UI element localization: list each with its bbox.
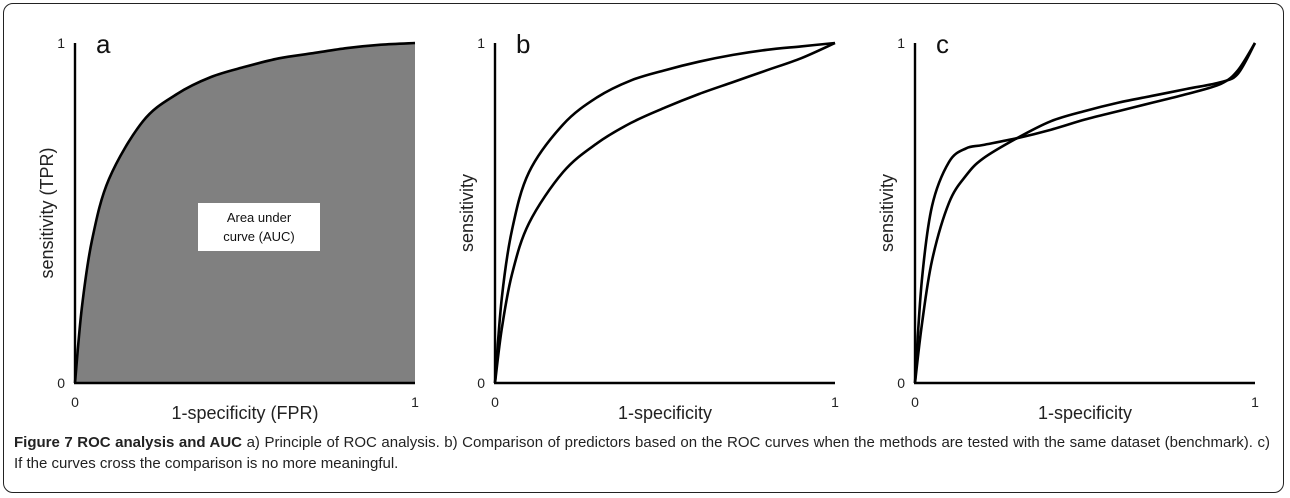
panel-a-x-axis-label: 1-specificity (FPR) bbox=[171, 403, 318, 423]
panel-a-y-axis-label: sensitivity (TPR) bbox=[37, 147, 57, 278]
panel-b-y-tick-label: 1 bbox=[477, 35, 485, 51]
panel-b-y-axis-label: sensitivity bbox=[457, 174, 477, 252]
panel-a-annotation-text: Area under bbox=[227, 210, 292, 225]
panel-c-y-tick-label: 0 bbox=[897, 375, 905, 391]
roc-chart-a: 0 1 0 1 1-specificity (FPR) sensitivity (TPR)… bbox=[37, 35, 419, 423]
panel-c-x-tick-label: 1 bbox=[1251, 394, 1259, 410]
panel-c-roc-curve-2 bbox=[913, 42, 1257, 384]
panel-a-x-tick-label: 0 bbox=[71, 394, 79, 410]
panel-b-x-tick-label: 1 bbox=[831, 394, 839, 410]
roc-chart-b: 0 1 0 1 1-specificity sensitivity bbox=[457, 35, 839, 423]
figure-caption: Figure 7 ROC analysis and AUC a) Princip… bbox=[14, 432, 1270, 474]
panel-a: a 0 1 0 1 1-specificity (FPR) sensitivity (TP… bbox=[18, 28, 438, 428]
panel-b: b 0 1 0 1 1-specificity sensitivity bbox=[438, 28, 858, 428]
panel-b-roc-curve-2 bbox=[493, 41, 836, 384]
panel-b-letter: b bbox=[516, 29, 531, 59]
panel-b-x-axis-label: 1-specificity bbox=[618, 403, 712, 423]
panel-c-x-tick-label: 0 bbox=[911, 394, 919, 410]
panel-a-y-tick-label: 0 bbox=[57, 375, 65, 391]
panel-b-x-tick-label: 0 bbox=[491, 394, 499, 410]
panel-a-letter: a bbox=[96, 29, 111, 59]
roc-chart-c: 0 1 0 1 1-specificity sensitivity bbox=[877, 35, 1259, 423]
figure-caption-text: a) Principle of ROC analysis. b) Compari… bbox=[14, 434, 1271, 472]
panel-a-x-tick-label: 1 bbox=[411, 394, 419, 410]
panel-c-y-tick-label: 1 bbox=[897, 35, 905, 51]
panel-b-roc-curve-1 bbox=[493, 41, 836, 384]
panel-a-y-tick-label: 1 bbox=[57, 35, 65, 51]
panel-c-x-axis-label: 1-specificity bbox=[1038, 403, 1132, 423]
panel-c: c 0 1 0 1 1-specificity sensitivity bbox=[858, 28, 1278, 428]
panel-c-roc-curve-1 bbox=[913, 42, 1257, 384]
figure-title: ROC analysis and AUC bbox=[77, 434, 243, 451]
panel-a-roc-curve-1 bbox=[73, 41, 416, 384]
figure-label: Figure 7 bbox=[14, 434, 73, 451]
panel-c-letter: c bbox=[936, 29, 949, 59]
panel-b-y-tick-label: 0 bbox=[477, 375, 485, 391]
panel-a-annotation-box bbox=[198, 203, 320, 251]
panel-c-y-axis-label: sensitivity bbox=[877, 174, 897, 252]
panel-a-annotation-text: curve (AUC) bbox=[223, 229, 295, 244]
